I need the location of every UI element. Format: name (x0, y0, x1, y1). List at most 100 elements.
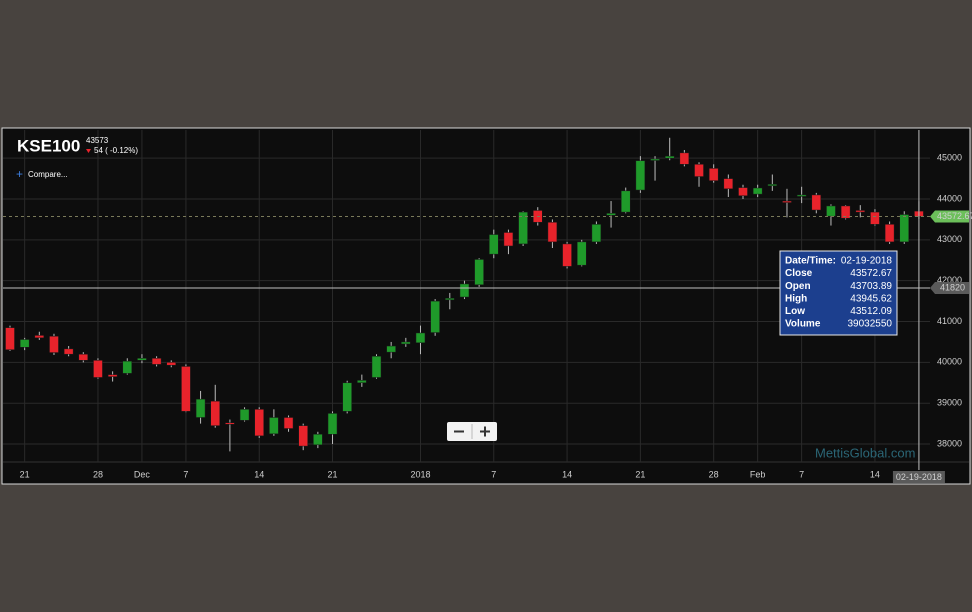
candle-body (34, 335, 45, 339)
tooltip-value: 02-19-2018 (841, 256, 893, 267)
overlay: 43572.67 41820 02-19-2018 Date/Time: 02-19-2… (3, 130, 972, 483)
candle-body (474, 259, 484, 286)
date-label: 02-19-2018 (896, 472, 942, 482)
compare-label: Compare... (28, 170, 68, 179)
x-tick-label: 2018 (410, 469, 430, 479)
candle-body (884, 224, 895, 243)
y-tick-label: 42000 (937, 275, 962, 285)
candle-body (254, 409, 264, 437)
candle-body (49, 335, 59, 353)
candle-body (620, 190, 631, 213)
candle-body (635, 160, 646, 191)
chart-title: KSE100 (17, 136, 80, 155)
tooltip-value: 43512.09 (850, 306, 892, 317)
candle-body (518, 211, 528, 245)
down-arrow (86, 149, 91, 153)
x-tick-label: Feb (750, 469, 766, 479)
watermark: MettisGlobal.com (815, 445, 915, 460)
zoom-in[interactable] (480, 426, 490, 437)
candle-body (225, 422, 235, 425)
crosshair-box (930, 282, 969, 295)
candle-body (723, 178, 734, 190)
x-tick-label: 14 (562, 469, 572, 479)
tooltip-box (779, 250, 898, 336)
candle-body (591, 224, 602, 243)
x-tick-label: 21 (328, 469, 338, 479)
compare-button[interactable]: + Compare... (16, 167, 68, 181)
tooltip-label: Volume (785, 319, 821, 330)
candle-body (151, 358, 162, 365)
tooltip-value: 43703.89 (850, 281, 892, 292)
y-tick-label: 40000 (937, 357, 962, 367)
candle-body (694, 164, 704, 177)
candle-body (576, 241, 587, 266)
candle-body (181, 366, 191, 412)
tooltip-value: 43945.62 (850, 293, 892, 304)
y-tick-label: 44000 (937, 193, 962, 203)
candle-body (562, 243, 572, 267)
candle-body (371, 355, 382, 378)
current-price-box (930, 210, 969, 223)
y-tick-label: 43000 (937, 234, 962, 244)
y-tick-label: 39000 (937, 398, 962, 408)
candle-body (313, 433, 323, 446)
x-tick-label: 28 (93, 469, 103, 479)
candle-body (547, 222, 558, 243)
x-tick-label: 21 (635, 469, 645, 479)
candle-body (782, 200, 792, 203)
candle-body (811, 194, 822, 211)
tooltip-label: Close (785, 268, 813, 279)
tooltip-label: High (785, 293, 807, 304)
tooltip-label: Low (785, 306, 805, 317)
candle-body (19, 339, 30, 348)
candle-body (357, 380, 367, 384)
candle-body (327, 413, 338, 435)
candle-body (239, 409, 250, 421)
candle-body (503, 232, 514, 247)
tooltip-value: 39032550 (848, 319, 893, 330)
candle-body (826, 205, 836, 217)
y-tick-label: 41000 (937, 316, 962, 326)
x-tick-label: Dec (134, 469, 151, 479)
tooltip-value: 43572.67 (850, 268, 892, 279)
candle-body (401, 341, 411, 345)
candle-body (342, 382, 352, 412)
candle-body (195, 398, 206, 418)
zoom-controls (447, 422, 497, 441)
candle-body (840, 205, 851, 219)
x-tick-label: 28 (709, 469, 719, 479)
candle-body (679, 152, 690, 165)
candle-body (870, 211, 880, 225)
candle-body (137, 358, 147, 361)
tooltip-label: Date/Time: (785, 256, 836, 267)
x-tick-label: 7 (183, 469, 188, 479)
y-tick-label: 38000 (937, 438, 962, 448)
crosshair-label: 41820 (940, 282, 965, 292)
tooltip-label: Open (785, 281, 811, 292)
candle-body (298, 425, 308, 447)
candle-body (5, 327, 15, 350)
candle-body (166, 362, 177, 366)
candle-body (855, 210, 866, 213)
candle-body (708, 168, 719, 181)
candle-body (899, 214, 910, 243)
candle-body (738, 187, 748, 196)
candle-body (489, 234, 499, 255)
candle-body (78, 353, 89, 361)
candle-body (210, 400, 220, 426)
x-tick-label: 14 (870, 469, 880, 479)
x-tick-label: 21 (20, 469, 30, 479)
candle-body (767, 184, 778, 187)
candle-body (445, 297, 455, 301)
candle-body (386, 345, 396, 353)
price-change: 54 ( -0.12%) (94, 146, 138, 155)
y-tick-label: 45000 (937, 153, 962, 163)
candle-body (650, 158, 660, 161)
candle-body (606, 213, 616, 216)
candle-body (93, 360, 103, 378)
x-tick-label: 14 (254, 469, 264, 479)
last-price: 43573 (86, 136, 109, 145)
date-box (892, 471, 945, 483)
candle-body (63, 348, 74, 355)
